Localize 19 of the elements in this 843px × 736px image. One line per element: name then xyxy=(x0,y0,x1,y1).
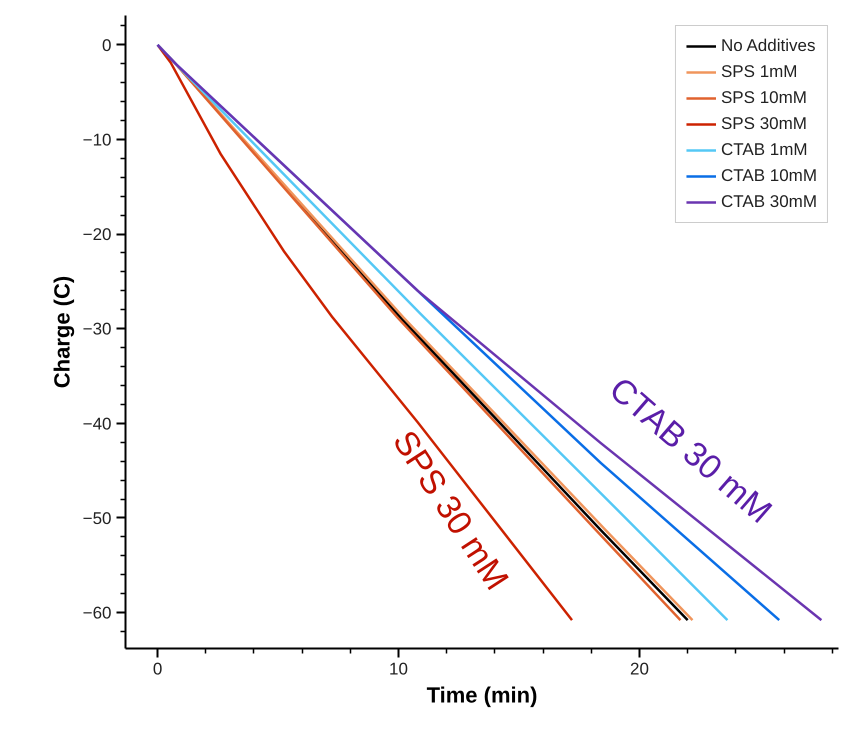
legend-label: CTAB 1mM xyxy=(720,140,808,160)
y-tick-label: −50 xyxy=(82,508,112,528)
legend-label: CTAB 30mM xyxy=(720,192,817,212)
x-tick-label: 20 xyxy=(630,660,649,678)
legend-label: No Additives xyxy=(720,36,816,56)
x-tick-label: 10 xyxy=(389,660,408,678)
x-axis-title: Time (min) xyxy=(426,682,538,708)
y-tick-label: −40 xyxy=(82,414,112,434)
y-tick-label: 0 xyxy=(102,36,112,55)
y-tick-label: −30 xyxy=(82,320,112,339)
y-tick-label: −60 xyxy=(82,604,112,623)
y-tick-label: −20 xyxy=(82,225,112,244)
x-tick-label: 0 xyxy=(152,660,162,678)
legend-label: SPS 1mM xyxy=(720,62,798,82)
legend-label: SPS 10mM xyxy=(720,88,807,108)
legend-label: CTAB 10mM xyxy=(720,166,817,186)
y-tick-label: −10 xyxy=(82,130,112,150)
y-axis-title: Charge (C) xyxy=(50,276,75,388)
legend-label: SPS 30mM xyxy=(720,114,807,134)
